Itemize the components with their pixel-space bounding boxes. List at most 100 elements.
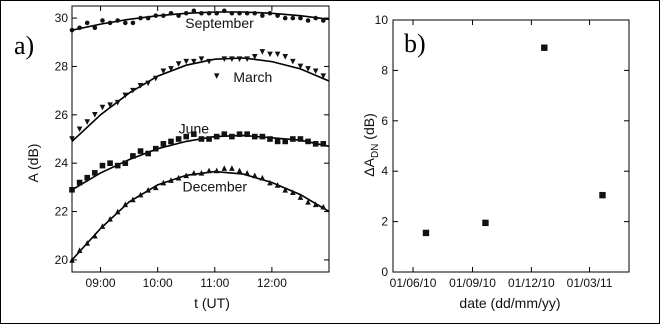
panel-a-y-axis-label: A (dB)	[25, 144, 41, 183]
data-point	[298, 15, 303, 21]
data-point	[282, 186, 289, 193]
data-point	[115, 18, 120, 23]
panel-b-y-tick-label: 6	[381, 114, 388, 128]
data-point	[92, 232, 98, 239]
panel-a-y-tick-label: 24	[55, 156, 69, 170]
data-point	[168, 10, 174, 16]
data-point	[183, 133, 190, 140]
data-point	[312, 68, 319, 75]
data-point	[145, 80, 151, 87]
panel-a-y-tick-label: 30	[55, 11, 69, 25]
data-point	[422, 229, 430, 237]
data-point	[313, 15, 318, 21]
data-point	[221, 165, 228, 171]
series-label-june: June	[179, 120, 210, 136]
panel-a-x-tick-label: 12:00	[257, 276, 287, 290]
data-point	[92, 112, 98, 118]
data-point	[84, 20, 90, 26]
data-point	[320, 141, 327, 147]
data-point	[168, 66, 174, 72]
data-point	[160, 141, 167, 147]
series-label-september: September	[185, 15, 254, 31]
panel-b-plot-frame	[392, 19, 630, 273]
data-point	[259, 133, 266, 140]
data-point	[237, 10, 242, 16]
panel-b-x-axis-label: date (dd/mm/yy)	[459, 295, 560, 311]
data-point	[236, 56, 243, 62]
data-point	[137, 83, 144, 89]
data-point	[297, 63, 304, 70]
data-point	[107, 102, 113, 108]
data-point	[282, 53, 289, 60]
data-point	[213, 167, 220, 174]
panel-b-x-tick-label: 01/03/11	[567, 276, 613, 290]
panel-b-label: b)	[404, 29, 426, 58]
data-point	[99, 223, 106, 229]
data-point	[213, 133, 220, 140]
data-point	[206, 58, 212, 65]
data-point	[99, 104, 106, 111]
data-point	[152, 75, 159, 82]
data-point	[236, 131, 243, 137]
data-point	[160, 179, 167, 186]
data-point	[130, 20, 136, 26]
panel-a-axes: 09:00 10:00 11:00 12:00 20 22 24 26 28 30	[55, 6, 329, 290]
data-point	[267, 136, 273, 142]
data-point	[260, 13, 265, 18]
panel-a-plot-frame	[71, 5, 330, 273]
data-point	[114, 208, 121, 215]
data-point	[206, 10, 212, 16]
data-point	[160, 68, 167, 75]
data-point	[145, 15, 151, 21]
data-point	[305, 66, 311, 72]
data-point	[76, 179, 83, 186]
data-point	[183, 172, 190, 179]
panel-b-y-tick-label: 10	[375, 13, 389, 27]
data-point	[137, 148, 144, 154]
data-point	[244, 56, 250, 62]
data-point	[114, 99, 121, 106]
data-point	[267, 179, 273, 186]
data-point	[152, 184, 159, 191]
data-point	[305, 199, 311, 205]
series-label-march: March	[233, 69, 272, 85]
panel-b-x-tick-label: 01/09/10	[449, 276, 496, 290]
panel-b-y-axis-label: ΔADN (dB)	[361, 113, 381, 177]
panel-b-y-axis-label-subscript: DN	[370, 144, 381, 158]
series-label-december: December	[182, 179, 247, 195]
fit-line-march	[71, 57, 330, 142]
data-point	[259, 174, 266, 181]
data-point	[152, 145, 159, 152]
data-point	[175, 136, 182, 142]
data-point	[312, 201, 319, 208]
data-point	[236, 167, 243, 174]
data-point	[221, 56, 228, 62]
panel-a-x-tick-label: 09:00	[86, 276, 116, 290]
data-point	[77, 25, 82, 31]
data-point	[122, 201, 129, 208]
data-point	[599, 191, 606, 199]
data-point	[297, 136, 304, 142]
data-point	[274, 138, 281, 145]
data-point	[107, 20, 113, 26]
data-point	[114, 162, 121, 169]
data-point	[267, 10, 273, 16]
data-point	[482, 219, 489, 227]
data-point	[198, 170, 205, 176]
data-point	[206, 167, 212, 174]
data-point	[161, 13, 166, 18]
data-point	[297, 194, 304, 200]
data-point	[290, 136, 296, 142]
data-point	[191, 8, 197, 14]
data-point	[259, 49, 266, 55]
data-point	[145, 150, 151, 157]
panel-b-y-tick-label: 4	[381, 164, 388, 178]
data-point	[244, 131, 250, 137]
series-december: December	[69, 165, 330, 263]
panel-b-axes: 01/06/10 01/09/10 01/12/10 01/03/11 0 2 4 6 8 10	[375, 13, 629, 290]
data-point	[107, 160, 113, 166]
data-point	[320, 203, 327, 210]
data-point	[244, 10, 250, 16]
data-point	[130, 153, 136, 159]
